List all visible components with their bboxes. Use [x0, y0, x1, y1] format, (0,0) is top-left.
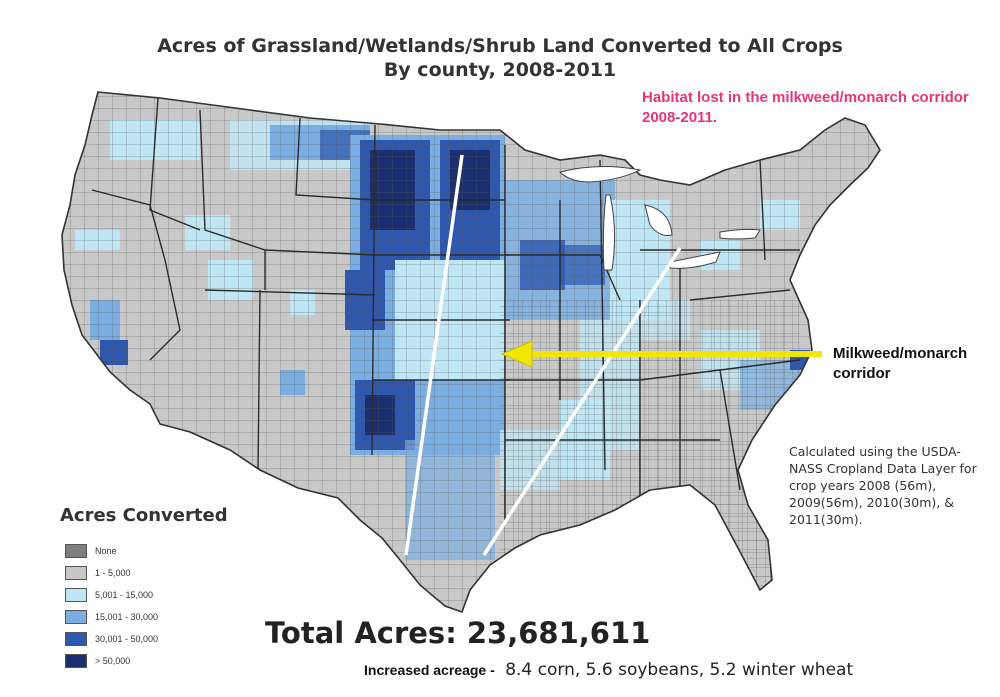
legend-item: 1 - 5,000 [60, 562, 280, 584]
legend-swatch [65, 654, 87, 668]
great-lakes [559, 165, 761, 271]
total-acres: Total Acres: 23,681,611 [265, 616, 651, 650]
legend-item: 30,001 - 50,000 [60, 628, 280, 650]
legend-item: 5,001 - 15,000 [60, 584, 280, 606]
legend-item: > 50,000 [60, 650, 280, 672]
legend-swatch [65, 566, 87, 580]
legend-label: 5,001 - 15,000 [95, 590, 154, 600]
state-borders [91, 97, 801, 520]
legend-item: 15,001 - 30,000 [60, 606, 280, 628]
legend-swatch [65, 632, 87, 646]
title-line-1: Acres of Grassland/Wetlands/Shrub Land C… [157, 35, 843, 57]
increased-acreage: Increased acreage - 8.4 corn, 5.6 soybea… [364, 660, 853, 680]
legend-swatch [65, 544, 87, 558]
title-line-2: By county, 2008-2011 [383, 59, 617, 81]
legend-title: Acres Converted [60, 505, 228, 526]
corridor-label: Milkweed/monarch corridor [833, 345, 968, 382]
legend-label: 15,001 - 30,000 [95, 612, 159, 622]
legend-swatch [65, 588, 87, 602]
corridor-arrow [500, 340, 822, 368]
legend-item: None [60, 540, 280, 562]
legend: Acres Converted None 1 - 5,000 5,001 - 1… [60, 505, 280, 672]
corridor-line-east [482, 247, 682, 556]
legend-label: > 50,000 [95, 656, 131, 666]
calculation-note: Calculated using the USDA-NASS Cropland … [789, 444, 977, 527]
increased-acreage-lead: Increased acreage - [364, 662, 495, 678]
habitat-annotation: Habitat lost in the milkweed/monarch cor… [642, 89, 969, 126]
map-title: Acres of Grassland/Wetlands/Shrub Land C… [0, 34, 1000, 82]
legend-label: None [95, 546, 117, 556]
increased-acreage-detail: 8.4 corn, 5.6 soybeans, 5.2 winter wheat [505, 660, 854, 680]
corridor-line-west [404, 154, 464, 556]
legend-swatch [65, 610, 87, 624]
legend-label: 30,001 - 50,000 [95, 634, 159, 644]
legend-label: 1 - 5,000 [95, 568, 131, 578]
